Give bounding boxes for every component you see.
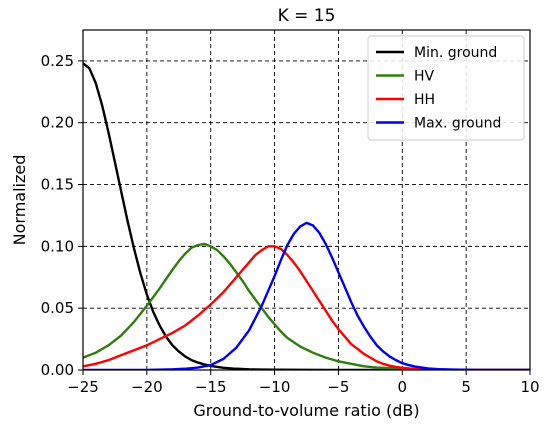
legend-label: Max. ground bbox=[414, 116, 501, 132]
legend-label: HV bbox=[414, 69, 435, 85]
axis-ticks: −25 −20 −15 −10 −5 0 5 10 0.00 0.05 0.10 0.15 0.20 0.… bbox=[41, 52, 540, 396]
x-tick-label: −10 bbox=[259, 378, 291, 396]
y-tick-label: 0.20 bbox=[41, 114, 74, 132]
y-tick-label: 0.10 bbox=[41, 237, 74, 255]
y-tick-label: 0.00 bbox=[41, 361, 74, 379]
legend-label: Min. ground bbox=[414, 45, 497, 61]
x-tick-label: −5 bbox=[327, 378, 349, 396]
x-tick-label: 0 bbox=[398, 378, 408, 396]
x-tick-label: −20 bbox=[131, 378, 163, 396]
y-tick-label: 0.25 bbox=[41, 52, 74, 70]
x-tick-label: −15 bbox=[195, 378, 227, 396]
y-axis-title: Normalized bbox=[10, 155, 29, 246]
x-tick-label: 10 bbox=[520, 378, 539, 396]
x-tick-label: −25 bbox=[67, 378, 99, 396]
chart-title: K = 15 bbox=[278, 6, 336, 26]
y-tick-label: 0.15 bbox=[41, 176, 74, 194]
series-line-min-ground bbox=[83, 62, 530, 370]
x-axis-title: Ground-to-volume ratio (dB) bbox=[193, 401, 419, 420]
legend: Min. ground HV HH Max. ground bbox=[367, 35, 525, 141]
y-tick-label: 0.05 bbox=[41, 299, 74, 317]
plot-frame bbox=[82, 29, 531, 371]
series-line-max-ground bbox=[83, 221, 530, 370]
legend-label: HH bbox=[414, 92, 435, 108]
x-tick-label: 5 bbox=[461, 378, 471, 396]
legend-box bbox=[367, 35, 525, 141]
